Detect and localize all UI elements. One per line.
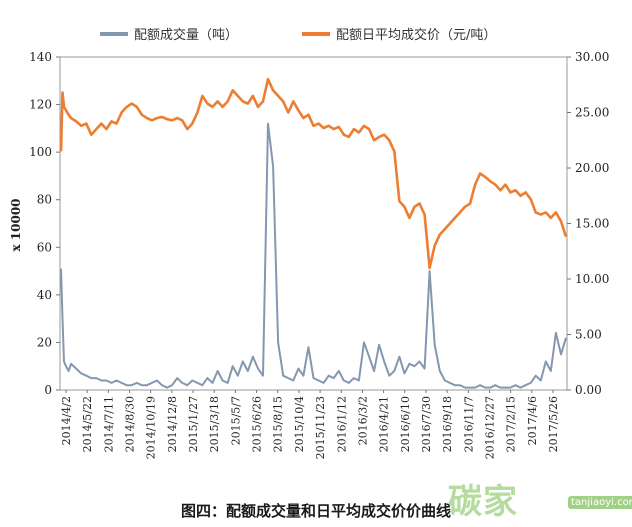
right-tick-label: 20.00 (575, 161, 609, 175)
chart-svg: 配额成交量（吨） 配额日平均成交价（元/吨） 0 20 40 60 80 100 120 140… (9, 27, 609, 459)
x-tick-label: 2014/10/19 (145, 396, 158, 459)
x-tick-label: 2017/4/6 (526, 396, 539, 445)
right-tick-label: 10.00 (575, 272, 609, 286)
x-tick-label: 2016/3/2 (356, 396, 369, 445)
x-tick-label: 2014/4/2 (60, 396, 73, 445)
left-tick-label: 80 (37, 193, 52, 207)
watermark-logo: 碳家 tanjiaoyi.com (420, 470, 632, 522)
x-tick-label: 2015/8/15 (272, 396, 285, 452)
watermark-domain: tanjiaoyi.com (568, 496, 632, 509)
left-tick-label: 140 (29, 50, 52, 64)
x-tick-label: 2016/12/27 (483, 396, 496, 459)
x-tick-label: 2014/7/11 (102, 396, 115, 452)
x-axis: 2014/4/2 2014/5/22 2014/7/11 2014/8/30 2014/… (60, 390, 560, 459)
y-axis-title: x 10000 (9, 198, 23, 251)
left-tick-label: 60 (37, 240, 52, 254)
left-tick-label: 120 (29, 98, 52, 112)
x-tick-label: 2014/5/22 (81, 396, 94, 452)
watermark-text: 碳家 (448, 482, 518, 522)
x-tick-label: 2016/6/10 (399, 396, 412, 452)
right-tick-label: 0.00 (575, 383, 602, 397)
legend-label-0: 配额成交量（吨） (134, 27, 238, 43)
x-tick-label: 2015/11/23 (314, 396, 327, 459)
x-tick-label: 2017/5/26 (547, 396, 560, 452)
x-tick-label: 2015/3/18 (208, 396, 221, 452)
legend: 配额成交量（吨） 配额日平均成交价（元/吨） (100, 27, 496, 43)
right-tick-label: 15.00 (575, 217, 609, 231)
right-y-axis: 0.00 5.00 10.00 15.00 20.00 25.00 30.00 (567, 50, 609, 397)
series-line-price (59, 77, 568, 270)
series-layer (59, 77, 568, 389)
left-tick-label: 20 (37, 335, 52, 349)
x-tick-label: 2016/11/7 (462, 396, 475, 452)
left-tick-label: 100 (29, 145, 52, 159)
x-tick-label: 2016/1/12 (335, 396, 348, 452)
x-tick-label: 2015/6/26 (251, 396, 264, 452)
x-tick-label: 2017/2/15 (505, 396, 518, 452)
figure-caption: 图四：配额成交量和日平均成交价价曲线 (180, 502, 451, 520)
x-tick-label: 2016/4/21 (378, 396, 391, 452)
series-line-volume (60, 122, 567, 389)
x-tick-label: 2015/10/4 (293, 396, 306, 452)
legend-label-1: 配额日平均成交价（元/吨） (336, 27, 496, 43)
right-tick-label: 30.00 (575, 50, 609, 64)
right-tick-label: 5.00 (575, 328, 602, 342)
right-tick-label: 25.00 (575, 106, 609, 120)
x-tick-label: 2015/5/7 (229, 396, 242, 445)
x-tick-label: 2016/7/30 (420, 396, 433, 452)
left-tick-label: 0 (44, 383, 52, 397)
x-tick-label: 2014/12/8 (166, 396, 179, 452)
left-tick-label: 40 (37, 288, 52, 302)
x-tick-label: 2016/9/18 (441, 396, 454, 452)
x-tick-label: 2015/1/27 (187, 396, 200, 452)
left-y-axis: 0 20 40 60 80 100 120 140 (29, 50, 60, 397)
x-tick-label: 2014/8/30 (124, 396, 137, 452)
